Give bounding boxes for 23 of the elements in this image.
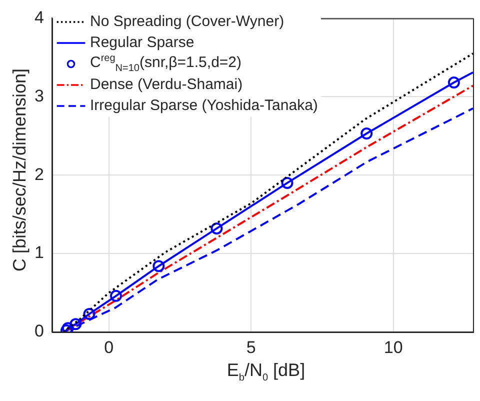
y-tick-label: 0 bbox=[34, 322, 44, 341]
point bbox=[70, 318, 82, 330]
point bbox=[83, 308, 96, 320]
y-tick-label: 2 bbox=[34, 164, 44, 184]
point bbox=[210, 222, 223, 234]
legend-label: No Spreading (Cover-Wyner) bbox=[90, 13, 284, 30]
x-axis-title: E$_{b}$/N$_{0}$ [dB] bbox=[226, 360, 306, 384]
x-tick-label: 10 bbox=[384, 338, 403, 357]
y-tick-label: 3 bbox=[34, 86, 44, 106]
point bbox=[152, 260, 165, 272]
legend-label: Irregular Sparse (Yoshida-Tanaka) bbox=[90, 97, 318, 114]
legend-label: C$^{reg}$$_{N=10}$(snr,β=1.5,d=2) bbox=[90, 53, 242, 74]
point bbox=[110, 290, 122, 302]
y-axis-title: C [bits/sec/Hz/dimension] bbox=[10, 68, 30, 272]
legend-label: Regular Sparse bbox=[90, 34, 194, 51]
x-tick-label: 5 bbox=[246, 338, 256, 357]
legend-label: Dense (Verdu-Shamai) bbox=[90, 76, 243, 93]
point bbox=[448, 76, 460, 89]
point bbox=[281, 176, 294, 189]
y-tick-label: 4 bbox=[34, 8, 44, 27]
x-tick-label: 0 bbox=[104, 338, 114, 357]
point bbox=[360, 128, 373, 140]
y-tick-label: 1 bbox=[34, 243, 44, 262]
